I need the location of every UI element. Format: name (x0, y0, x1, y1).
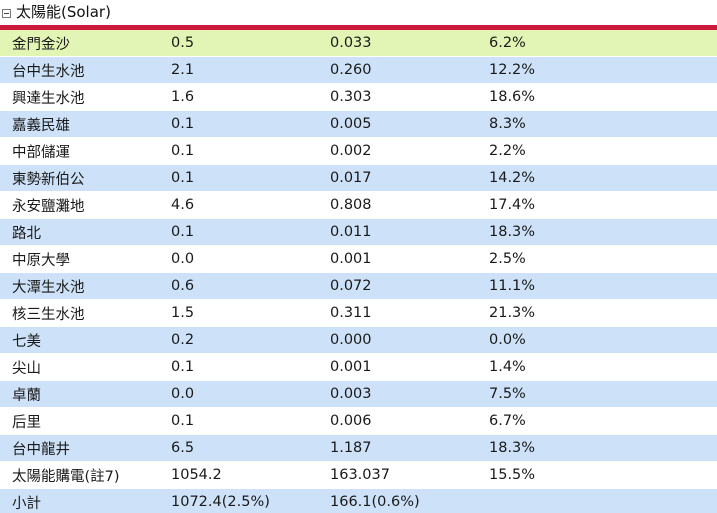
generation-value: 0.000 (330, 332, 372, 348)
plant-name: 台中龍井 (12, 441, 70, 458)
ratio-value: 0.0% (489, 332, 526, 348)
generation-value: 0.072 (330, 278, 372, 294)
plant-name: 后里 (12, 414, 41, 431)
ratio-value: 21.3% (489, 305, 536, 321)
table-row: 中部儲運 0.1 0.002 2.2% (0, 138, 717, 165)
generation-value: 0.001 (330, 359, 372, 375)
generation-value: 0.001 (330, 251, 372, 267)
plant-name: 卓蘭 (12, 387, 41, 404)
plant-name: 中部儲運 (12, 144, 70, 161)
generation-value: 0.006 (330, 413, 372, 429)
capacity-value: 0.2 (171, 332, 195, 348)
plant-name: 太陽能購電(註7) (12, 468, 120, 485)
capacity-value: 1054.2 (171, 467, 222, 483)
table-row: 東勢新伯公 0.1 0.017 14.2% (0, 165, 717, 192)
table-row: 路北 0.1 0.011 18.3% (0, 219, 717, 246)
generation-value: 0.033 (330, 35, 372, 51)
section-title: 太陽能(Solar) (16, 3, 111, 21)
table-row: 台中龍井 6.5 1.187 18.3% (0, 435, 717, 462)
plant-name: 嘉義民雄 (12, 117, 70, 134)
solar-table: 金門金沙 0.5 0.033 6.2% 台中生水池 2.1 0.260 12.2… (0, 30, 717, 513)
capacity-value: 0.1 (171, 224, 195, 240)
generation-value: 0.005 (330, 116, 372, 132)
collapse-toggle-icon[interactable] (2, 8, 11, 18)
ratio-value: 7.5% (489, 386, 526, 402)
ratio-value: 18.3% (489, 224, 536, 240)
table-row: 金門金沙 0.5 0.033 6.2% (0, 30, 717, 57)
capacity-value: 4.6 (171, 197, 195, 213)
subtotal-generation: 166.1(0.6%) (330, 494, 420, 510)
table-row: 太陽能購電(註7) 1054.2 163.037 15.5% (0, 462, 717, 489)
capacity-value: 0.5 (171, 35, 195, 51)
capacity-value: 0.0 (171, 251, 195, 267)
subtotal-label: 小計 (12, 495, 41, 512)
capacity-value: 6.5 (171, 440, 195, 456)
capacity-value: 0.1 (171, 143, 195, 159)
plant-name: 台中生水池 (12, 63, 85, 80)
capacity-value: 0.6 (171, 278, 195, 294)
table-row: 大潭生水池 0.6 0.072 11.1% (0, 273, 717, 300)
table-row: 七美 0.2 0.000 0.0% (0, 327, 717, 354)
generation-value: 0.003 (330, 386, 372, 402)
generation-value: 0.303 (330, 89, 372, 105)
section-divider (0, 25, 717, 30)
table-row: 核三生水池 1.5 0.311 21.3% (0, 300, 717, 327)
ratio-value: 14.2% (489, 170, 536, 186)
capacity-value: 0.1 (171, 359, 195, 375)
ratio-value: 12.2% (489, 62, 536, 78)
plant-name: 永安鹽灘地 (12, 198, 85, 215)
ratio-value: 1.4% (489, 359, 526, 375)
table-row: 興達生水池 1.6 0.303 18.6% (0, 84, 717, 111)
plant-name: 興達生水池 (12, 90, 85, 107)
capacity-value: 0.1 (171, 170, 195, 186)
capacity-value: 0.1 (171, 116, 195, 132)
table-row: 中原大學 0.0 0.001 2.5% (0, 246, 717, 273)
ratio-value: 2.2% (489, 143, 526, 159)
plant-name: 尖山 (12, 360, 41, 377)
generation-value: 0.260 (330, 62, 372, 78)
generation-value: 163.037 (330, 467, 390, 483)
ratio-value: 6.7% (489, 413, 526, 429)
capacity-value: 0.1 (171, 413, 195, 429)
generation-value: 1.187 (330, 440, 372, 456)
table-row: 台中生水池 2.1 0.260 12.2% (0, 57, 717, 84)
generation-value: 0.011 (330, 224, 372, 240)
plant-name: 大潭生水池 (12, 279, 85, 296)
capacity-value: 0.0 (171, 386, 195, 402)
plant-name: 東勢新伯公 (12, 171, 85, 188)
subtotal-row: 小計 1072.4(2.5%) 166.1(0.6%) (0, 489, 717, 513)
plant-name: 核三生水池 (12, 306, 85, 323)
ratio-value: 15.5% (489, 467, 536, 483)
ratio-value: 8.3% (489, 116, 526, 132)
ratio-value: 17.4% (489, 197, 536, 213)
capacity-value: 1.5 (171, 305, 195, 321)
plant-name: 路北 (12, 225, 41, 242)
generation-value: 0.311 (330, 305, 372, 321)
table-row: 卓蘭 0.0 0.003 7.5% (0, 381, 717, 408)
generation-value: 0.002 (330, 143, 372, 159)
plant-name: 中原大學 (12, 252, 70, 269)
table-row: 嘉義民雄 0.1 0.005 8.3% (0, 111, 717, 138)
ratio-value: 18.6% (489, 89, 536, 105)
ratio-value: 11.1% (489, 278, 536, 294)
table-row: 永安鹽灘地 4.6 0.808 17.4% (0, 192, 717, 219)
generation-value: 0.808 (330, 197, 372, 213)
ratio-value: 6.2% (489, 35, 526, 51)
generation-value: 0.017 (330, 170, 372, 186)
table-row: 后里 0.1 0.006 6.7% (0, 408, 717, 435)
capacity-value: 1.6 (171, 89, 195, 105)
capacity-value: 2.1 (171, 62, 195, 78)
section-header: 太陽能(Solar) (0, 0, 717, 25)
ratio-value: 2.5% (489, 251, 526, 267)
table-row: 尖山 0.1 0.001 1.4% (0, 354, 717, 381)
ratio-value: 18.3% (489, 440, 536, 456)
plant-name: 金門金沙 (12, 36, 70, 53)
plant-name: 七美 (12, 333, 41, 350)
subtotal-capacity: 1072.4(2.5%) (171, 494, 270, 510)
